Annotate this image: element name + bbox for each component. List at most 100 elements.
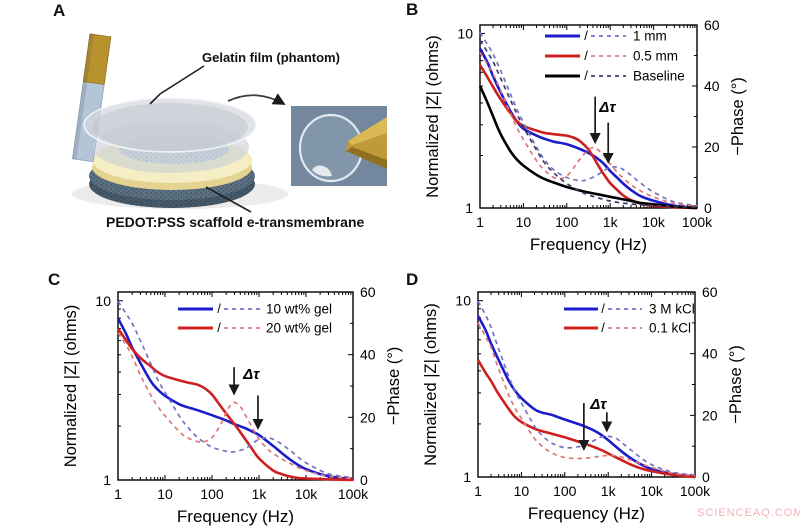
x-axis-label: Frequency (Hz) <box>528 504 645 523</box>
series-curve-B-2 <box>478 85 698 210</box>
x-tick-label: 100 <box>555 214 579 230</box>
legend-label: 0.1 kCl <box>649 321 691 336</box>
right-axis-label: −Phase (°) <box>385 347 403 426</box>
x-tick-label: 1k <box>252 486 268 502</box>
left-tick-label: 1 <box>463 469 471 485</box>
series-curve-C-3 <box>117 332 354 480</box>
x-tick-label: 1 <box>114 486 122 502</box>
gelatin-film-label: Gelatin film (phantom) <box>202 50 340 65</box>
inset-photo <box>291 106 387 186</box>
series-curve-B-5 <box>479 39 698 208</box>
right-tick-label: 40 <box>360 347 376 363</box>
right-tick-label: 40 <box>702 346 718 362</box>
plot-frame <box>479 24 698 209</box>
x-tick-label: 1k <box>603 214 619 230</box>
legend-label: 10 wt% gel <box>266 302 332 317</box>
x-tick-label: 10k <box>642 214 666 230</box>
legend-label: 3 M kCl <box>649 302 695 317</box>
inset-arrow <box>227 93 286 105</box>
left-axis-label: Normalized |Z| (ohms) <box>422 303 440 466</box>
series-curve-D-0 <box>476 315 696 479</box>
left-tick-label: 1 <box>465 200 473 216</box>
delta-tau-label: Δτ <box>242 366 260 383</box>
x-tick-label: 100k <box>680 483 711 499</box>
scaffold-leader-line <box>205 186 252 213</box>
electrode-strip <box>72 33 112 163</box>
x-axis-label: Frequency (Hz) <box>177 507 294 526</box>
dish-rim <box>83 97 257 153</box>
x-tick-label: 100k <box>338 486 369 502</box>
right-axis-label: −Phase (°) <box>729 77 747 156</box>
series-curve-B-1 <box>478 64 698 210</box>
legend-label: 1 mm <box>633 29 667 44</box>
delta-tau-label: Δτ <box>589 396 607 413</box>
plot-frame <box>117 291 354 481</box>
x-tick-label: 1 <box>476 214 484 230</box>
legend-separator: / <box>601 301 605 316</box>
x-axis-label: Frequency (Hz) <box>530 235 647 254</box>
legend-separator: / <box>217 320 221 335</box>
panel-c-letter: C <box>48 270 61 289</box>
x-tick-label: 1k <box>601 483 617 499</box>
left-tick-label: 10 <box>457 26 473 42</box>
left-axis-label: Normalized |Z| (ohms) <box>424 35 442 198</box>
watermark: SCIENCEAQ.COM <box>697 507 800 519</box>
series-curve-D-2 <box>477 300 696 476</box>
right-tick-label: 0 <box>702 469 710 485</box>
series-curve-B-3 <box>479 32 698 207</box>
x-tick-label: 10 <box>516 214 532 230</box>
x-tick-label: 10k <box>295 486 319 502</box>
right-tick-label: 20 <box>704 139 720 155</box>
right-tick-label: 40 <box>704 78 720 94</box>
legend-separator: / <box>584 28 588 43</box>
panel-a-letter: A <box>53 1 66 20</box>
series-curve-B-0 <box>478 47 698 210</box>
series-curve-C-1 <box>116 327 354 482</box>
series-curve-D-1 <box>476 359 696 479</box>
x-tick-label: 100 <box>200 486 224 502</box>
right-tick-label: 20 <box>360 409 376 425</box>
legend-separator: / <box>217 301 221 316</box>
x-tick-label: 100 <box>553 483 577 499</box>
x-tick-label: 10k <box>640 483 664 499</box>
x-tick-label: 100k <box>682 214 713 230</box>
panel-b-letter: B <box>406 0 419 19</box>
legend-separator: / <box>601 320 605 335</box>
legend-separator: / <box>584 48 588 63</box>
right-tick-label: 60 <box>704 17 720 33</box>
right-tick-label: 0 <box>704 200 712 216</box>
scaffold-label: PEDOT:PSS scaffold e-transmembrane <box>106 214 365 230</box>
right-axis-label: −Phase (°) <box>727 345 745 424</box>
right-tick-label: 20 <box>702 407 718 423</box>
plot-frame <box>477 291 696 478</box>
x-tick-label: 10 <box>514 483 530 499</box>
series-curve-D-3 <box>477 322 696 477</box>
legend-label: 0.5 mm <box>633 49 678 64</box>
right-tick-label: 60 <box>360 284 376 300</box>
dish-rim-inner <box>92 103 248 151</box>
film-leader-line <box>149 65 205 105</box>
series-curve-C-0 <box>116 317 354 481</box>
x-tick-label: 1 <box>474 483 482 499</box>
right-tick-label: 60 <box>702 284 718 300</box>
left-tick-label: 10 <box>95 293 111 309</box>
phantom-device <box>72 33 387 213</box>
series-curve-B-4 <box>479 51 698 208</box>
left-tick-label: 10 <box>455 293 471 309</box>
x-tick-label: 10 <box>157 486 173 502</box>
right-tick-label: 0 <box>360 472 368 488</box>
panel-d-letter: D <box>406 270 419 289</box>
legend-label: Baseline <box>633 69 685 84</box>
legend-separator: / <box>584 68 588 83</box>
left-axis-label: Normalized |Z| (ohms) <box>62 305 80 468</box>
electrode-gold-pad <box>82 33 112 85</box>
left-tick-label: 1 <box>103 472 111 488</box>
legend-label: 20 wt% gel <box>266 321 332 336</box>
film-highlight <box>312 165 332 177</box>
